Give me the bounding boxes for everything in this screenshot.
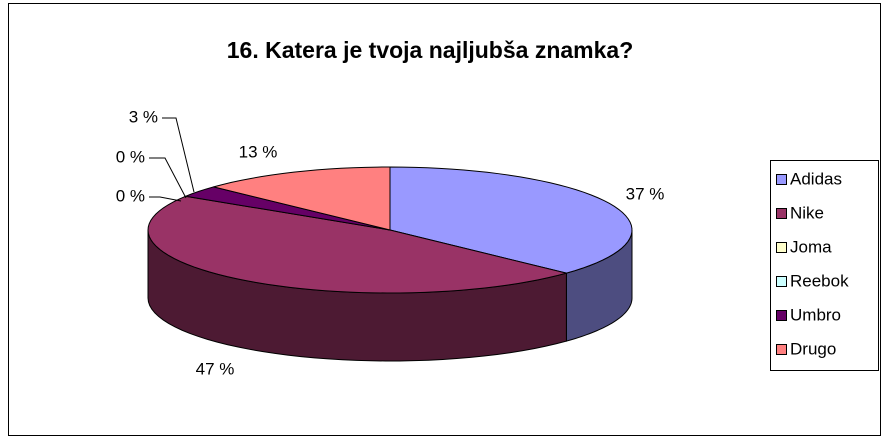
slice bbox=[389, 166, 633, 274]
legend-swatch bbox=[776, 174, 787, 185]
data-label: 37 % bbox=[626, 184, 665, 203]
slice bbox=[213, 166, 391, 231]
legend-swatch bbox=[776, 344, 787, 355]
legend-label: Joma bbox=[790, 237, 832, 256]
data-label: 47 % bbox=[196, 359, 235, 378]
slice bbox=[147, 195, 567, 294]
legend-label: Reebok bbox=[790, 271, 849, 290]
leader-line bbox=[149, 157, 187, 199]
leader-line bbox=[149, 196, 182, 202]
legend-swatch bbox=[776, 208, 787, 219]
legend-label: Adidas bbox=[790, 169, 842, 188]
legend-label: Umbro bbox=[790, 305, 841, 324]
data-label: 0 % bbox=[116, 147, 145, 166]
legend-label: Nike bbox=[790, 203, 824, 222]
legend-swatch bbox=[776, 276, 787, 287]
legend-box bbox=[770, 160, 879, 371]
chart-title: 16. Katera je tvoja najljubša znamka? bbox=[227, 37, 634, 63]
data-label: 0 % bbox=[116, 186, 145, 205]
data-label: 13 % bbox=[239, 142, 278, 161]
legend-label: Drugo bbox=[790, 339, 836, 358]
data-label: 3 % bbox=[129, 107, 158, 126]
leader-line bbox=[162, 117, 195, 193]
legend-swatch bbox=[776, 310, 787, 321]
legend-swatch bbox=[776, 242, 787, 253]
